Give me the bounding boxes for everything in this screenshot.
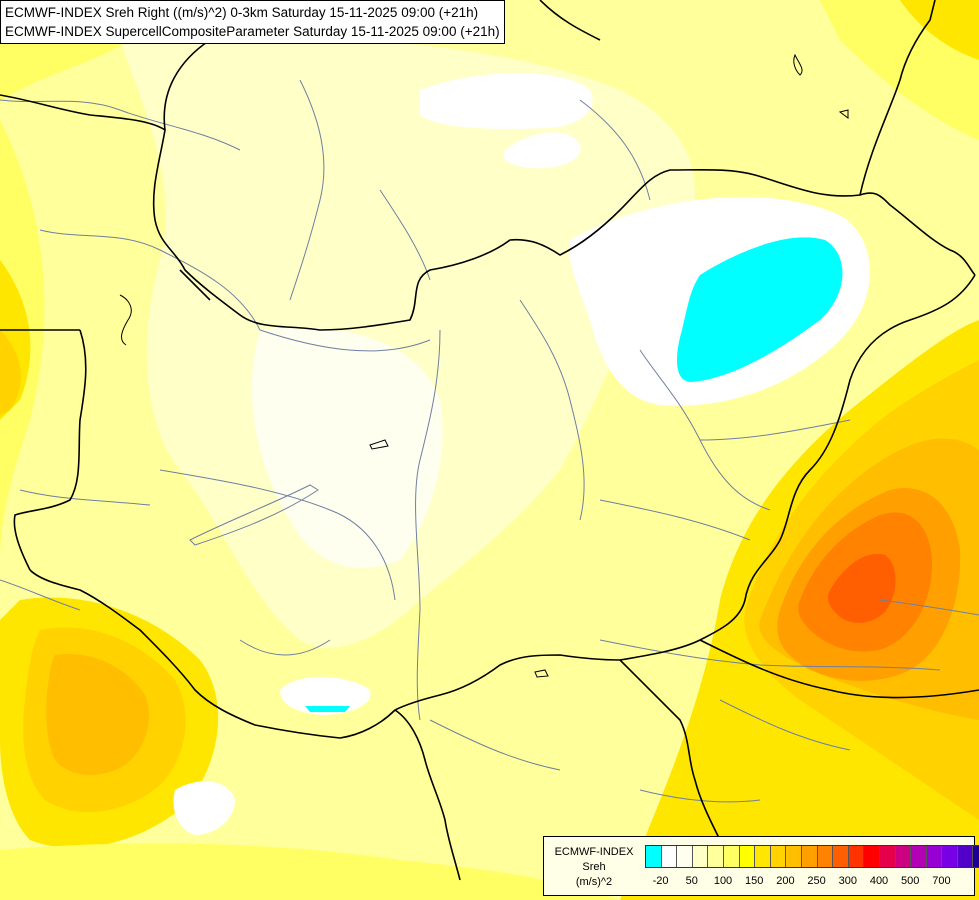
legend-swatch bbox=[770, 846, 787, 867]
legend-swatch bbox=[848, 846, 865, 867]
title-line-2: ECMWF-INDEX SupercellCompositeParameter … bbox=[5, 24, 500, 39]
legend-swatch bbox=[833, 846, 849, 867]
legend-tick-label: 400 bbox=[869, 875, 889, 887]
legend-swatch bbox=[864, 846, 880, 867]
cyan-area bbox=[676, 237, 843, 382]
legend-tick-label: -20 bbox=[652, 875, 669, 887]
legend-tick-label: 300 bbox=[838, 875, 857, 887]
legend-tick-label: 250 bbox=[807, 875, 826, 887]
legend-swatch bbox=[692, 846, 709, 867]
legend-swatch bbox=[723, 846, 740, 867]
legend-swatch bbox=[895, 846, 912, 867]
legend-label-line-1: ECMWF-INDEX bbox=[554, 846, 634, 858]
legend-tick-label: 200 bbox=[776, 875, 795, 887]
legend-tick-label: 700 bbox=[932, 875, 951, 887]
legend-swatch bbox=[926, 846, 943, 867]
legend-swatch bbox=[911, 846, 927, 867]
legend-swatch bbox=[879, 846, 896, 867]
title-line-1: ECMWF-INDEX Sreh Right ((m/s)^2) 0-3km S… bbox=[5, 5, 479, 20]
legend-tick-label: 150 bbox=[745, 875, 764, 887]
legend-swatch bbox=[755, 846, 771, 867]
legend-label-line-2: Sreh bbox=[582, 861, 606, 873]
legend-tick-label: 500 bbox=[901, 875, 920, 887]
legend-tick-label: 100 bbox=[713, 875, 733, 887]
legend-swatch bbox=[973, 846, 979, 867]
legend-swatch bbox=[942, 846, 958, 867]
legend-swatch bbox=[786, 846, 802, 867]
legend-label-line-3: (m/s)^2 bbox=[575, 876, 613, 888]
legend-swatch bbox=[661, 846, 678, 867]
legend-label: ECMWF-INDEX Sreh (m/s)^2 bbox=[548, 845, 640, 890]
map-title-box: ECMWF-INDEX Sreh Right ((m/s)^2) 0-3km S… bbox=[0, 0, 505, 44]
legend-swatch bbox=[957, 846, 974, 867]
legend-tick-label: 50 bbox=[685, 875, 698, 887]
legend-swatch bbox=[708, 846, 724, 867]
legend-swatch bbox=[817, 846, 834, 867]
color-legend: ECMWF-INDEX Sreh (m/s)^2 -20 50 100 150 200 2… bbox=[543, 836, 979, 896]
legend-swatch bbox=[646, 846, 662, 867]
legend-swatch bbox=[801, 846, 818, 867]
legend-swatches bbox=[645, 845, 979, 868]
legend-swatch bbox=[677, 846, 693, 867]
legend-swatch bbox=[739, 846, 756, 867]
